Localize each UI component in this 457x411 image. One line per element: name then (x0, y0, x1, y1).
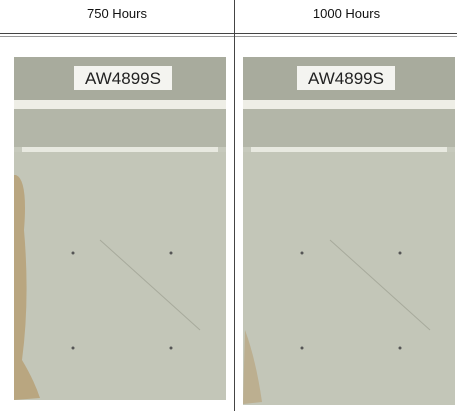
panel-label: AW4899S (308, 69, 384, 88)
test-panel: AW4899S (243, 57, 455, 405)
test-panel: AW4899S (14, 57, 226, 400)
panel-label: AW4899S (85, 69, 161, 88)
column-divider (234, 0, 235, 411)
header-rule (0, 36, 457, 37)
column-header: 1000 Hours (312, 6, 381, 21)
column-header: 750 Hours (87, 6, 147, 21)
header-rule (0, 33, 457, 34)
